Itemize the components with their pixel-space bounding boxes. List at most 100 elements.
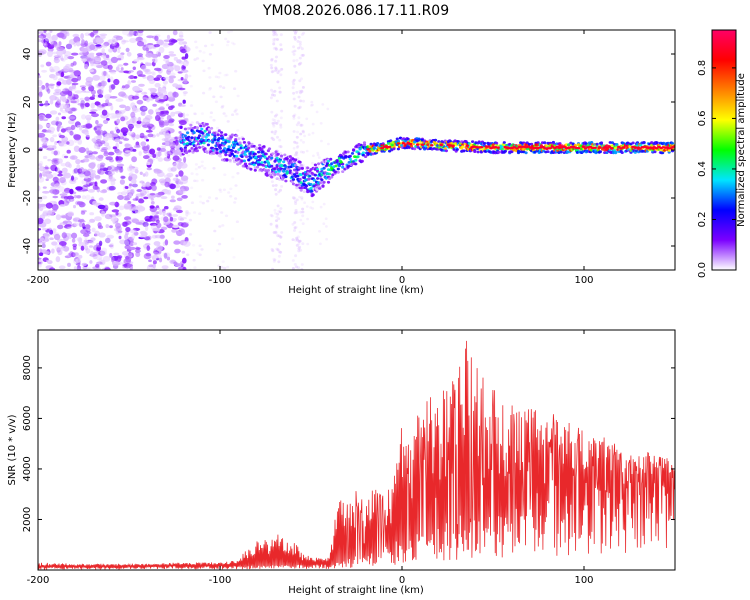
spectrogram-cell (44, 218, 52, 225)
spectrogram-cell (275, 113, 279, 117)
spectrogram-cell (299, 218, 303, 222)
spectrogram-cell (278, 90, 282, 94)
spectrogram-cell (159, 234, 165, 239)
spectrogram-cell (90, 31, 95, 38)
snr-x-tick-label: 0 (399, 575, 405, 586)
snr-y-tick-label: 8000 (22, 355, 33, 380)
spectrogram-cell (297, 247, 301, 251)
spectrogram-cell (295, 237, 299, 241)
spectrogram-cell (49, 237, 54, 240)
spectrogram-cell (299, 99, 303, 103)
spectrogram-cell (195, 46, 199, 49)
spectrogram-cell (312, 178, 316, 182)
spectrogram-cell (189, 84, 193, 88)
spectrogram-cell (105, 54, 110, 59)
spectrogram-cell (38, 75, 42, 79)
spectrogram-cell (97, 154, 104, 159)
spectrogram-cell (154, 82, 161, 88)
spectrogram-cell (97, 94, 104, 98)
spectrogram-cell (38, 95, 42, 99)
spectrogram-cell (294, 153, 297, 157)
spectrogram-cell (224, 133, 228, 137)
spectrogram-cell (153, 251, 159, 256)
spectrogram-cell (297, 95, 301, 99)
spectrogram-cell (127, 80, 131, 86)
spectrogram-cell (123, 62, 129, 66)
spectrogram-cell (188, 74, 192, 78)
spectrogram-cell (270, 58, 274, 62)
spectrogram-cell (275, 33, 279, 37)
spectrogram-cell (61, 80, 69, 85)
spectrogram-cell (114, 201, 120, 208)
spectrogram-cell (292, 97, 296, 101)
spectrogram-cell (109, 178, 117, 182)
spectrogram-cell (620, 151, 624, 155)
spectrogram-cell (148, 259, 152, 263)
spectrogram-x-tick-label: 100 (574, 275, 593, 286)
spectrogram-cell (546, 150, 550, 154)
spectrogram-cell (60, 163, 67, 167)
spectrogram-cell (81, 114, 87, 120)
spectrogram-cell (175, 190, 184, 196)
spectrogram-cell (226, 40, 230, 43)
spectrogram-cell (92, 30, 99, 34)
spectrogram-cell (206, 143, 210, 147)
spectrogram-cell (279, 207, 283, 210)
spectrogram-cell (220, 265, 224, 269)
spectrogram-cell (76, 265, 82, 270)
spectrogram-cell (174, 180, 179, 184)
spectrogram-cell (426, 143, 430, 147)
spectrogram-cell (231, 113, 235, 116)
spectrogram-cell (164, 127, 172, 132)
spectrogram-cell (300, 90, 304, 94)
spectrogram-cell (107, 151, 115, 156)
spectrogram-cell (642, 141, 646, 144)
spectrogram-cell (41, 241, 46, 245)
spectrogram-cell (282, 160, 286, 164)
spectrogram-cell (273, 114, 277, 118)
spectrogram-cell (89, 52, 95, 56)
spectrogram-cell (163, 140, 172, 147)
spectrogram-cell (110, 56, 118, 64)
spectrogram-cell (515, 147, 519, 150)
spectrogram-cell (300, 47, 304, 51)
spectrogram-cell (296, 174, 300, 178)
spectrogram-y-tick-label: 0 (22, 147, 33, 153)
spectrogram-cell (291, 80, 295, 84)
spectrogram-cell (81, 86, 86, 91)
spectrogram-cell (273, 32, 277, 35)
spectrogram-cell (45, 82, 49, 87)
spectrogram-cell (210, 209, 214, 212)
spectrogram-cell (288, 169, 292, 173)
spectrogram-cell (491, 143, 495, 147)
spectrogram-cell (52, 195, 59, 199)
spectrogram-cell (152, 227, 161, 232)
spectrogram-cell (299, 188, 303, 192)
spectrogram-cell (71, 52, 79, 56)
spectrogram-cell (136, 57, 145, 61)
spectrogram-cell (336, 170, 340, 174)
spectrogram-cell (142, 145, 150, 151)
spectrogram-cell (270, 57, 274, 61)
spectrogram-cell (317, 156, 321, 159)
spectrogram-cell (158, 257, 163, 263)
spectrogram-cell (38, 98, 41, 103)
spectrogram-cell (84, 40, 89, 47)
spectrogram-cell (156, 133, 160, 137)
spectrogram-cell (189, 123, 193, 127)
spectrogram-cell (320, 139, 323, 143)
spectrogram-cell (271, 184, 275, 188)
spectrogram-cell (335, 159, 339, 162)
spectrogram-cell (225, 43, 230, 47)
spectrogram-cell (639, 143, 643, 147)
spectrogram-cell (130, 188, 135, 195)
spectrogram-cell (186, 253, 190, 257)
spectrogram-cell (180, 77, 184, 81)
spectrogram-cell (129, 125, 133, 132)
spectrogram-cell (461, 145, 465, 149)
spectrogram-cell (164, 239, 169, 246)
spectrogram-cell (198, 253, 202, 257)
spectrogram-cell (107, 172, 113, 177)
spectrogram-cell (54, 96, 59, 101)
spectrogram-cell (300, 77, 303, 81)
